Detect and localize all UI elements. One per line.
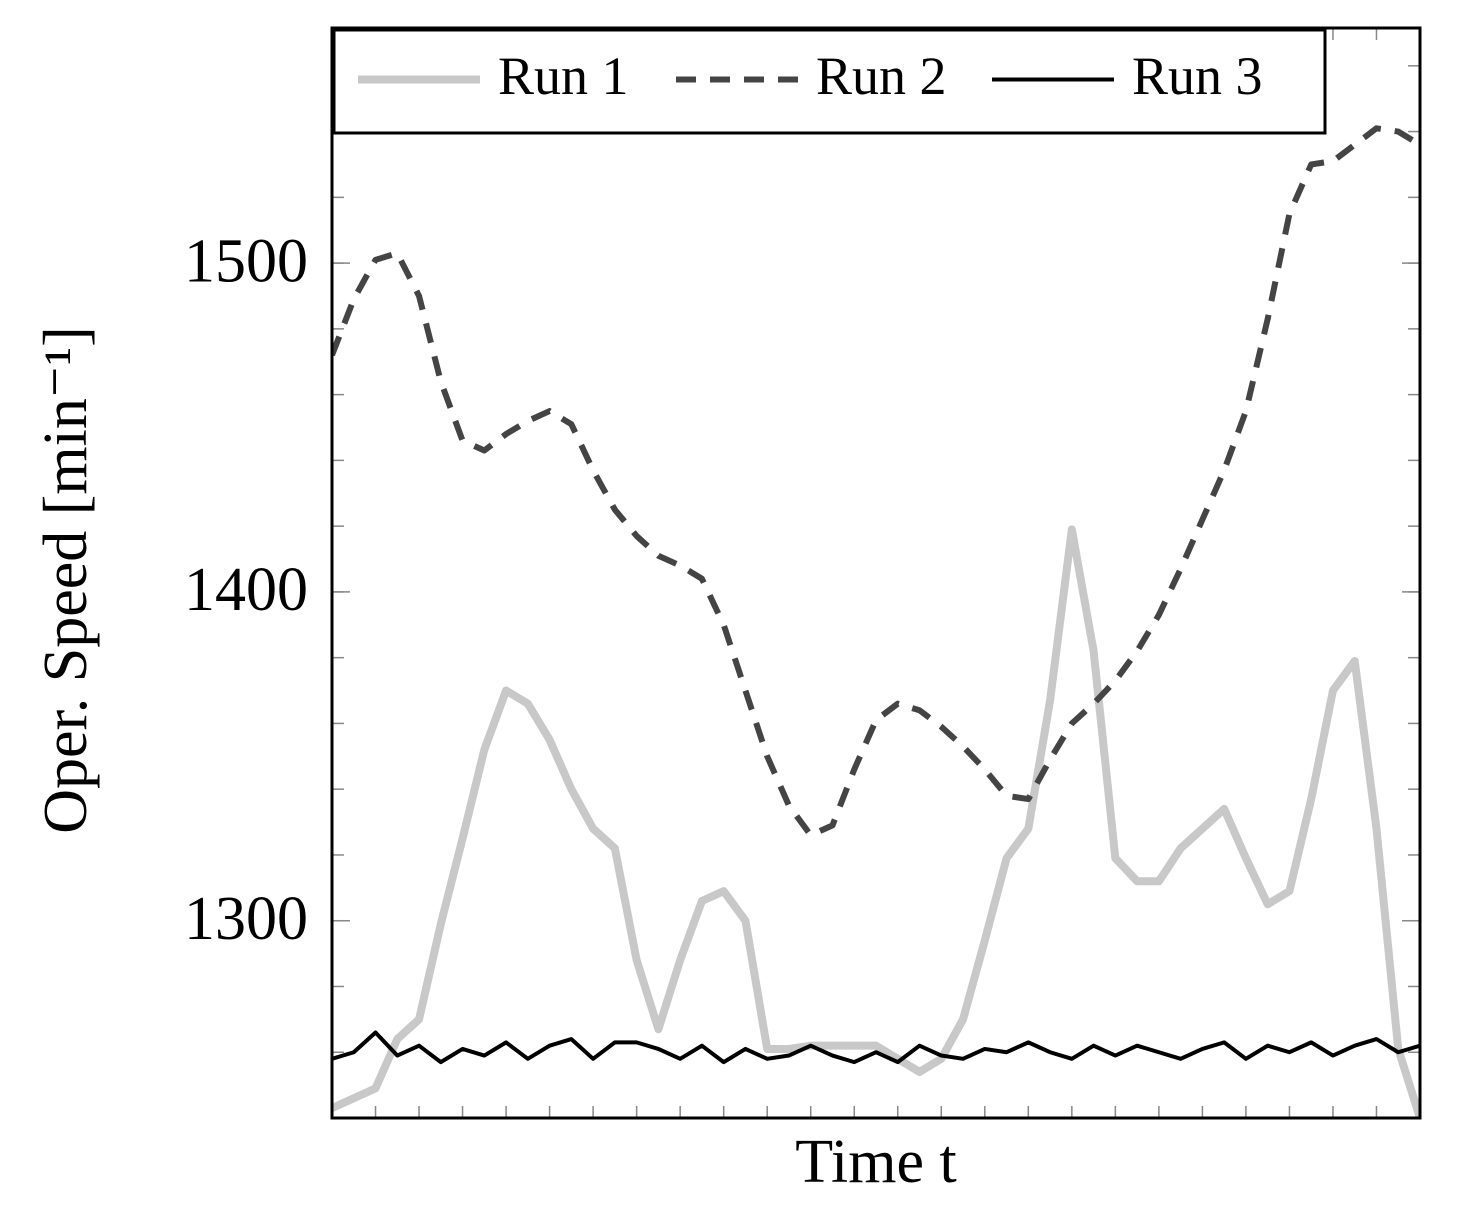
data-line bbox=[332, 1030, 1420, 1065]
legend-label: Run 2 bbox=[816, 46, 947, 106]
plot-frame bbox=[330, 26, 1422, 1120]
y-tick-label: 1400 bbox=[184, 556, 308, 624]
y-tick-label: 1300 bbox=[184, 885, 308, 953]
legend-box bbox=[332, 28, 1327, 135]
legend-label: Run 3 bbox=[1132, 46, 1263, 106]
legend-label: Run 1 bbox=[498, 46, 629, 106]
y-tick-label: 1500 bbox=[184, 227, 308, 295]
x-axis-label: Time t bbox=[795, 1128, 956, 1196]
data-line bbox=[332, 125, 1420, 839]
y-axis-label: Oper. Speed [min⁻¹] bbox=[32, 326, 100, 834]
data-line bbox=[332, 525, 1420, 1118]
